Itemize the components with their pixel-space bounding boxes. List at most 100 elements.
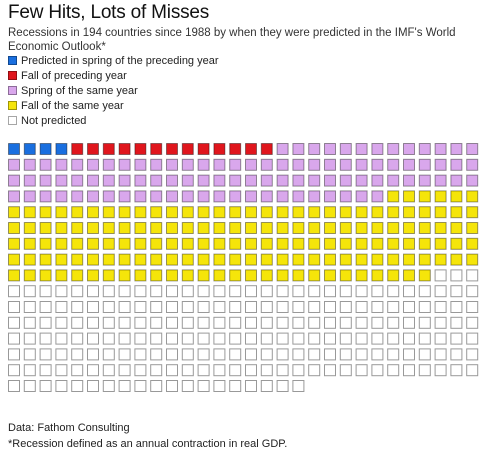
square-not-predicted bbox=[418, 301, 431, 313]
square-fall-same bbox=[418, 269, 431, 282]
square-fall-same bbox=[324, 269, 336, 282]
square-spring-same bbox=[403, 158, 415, 171]
square-fall-same bbox=[213, 269, 226, 282]
square-not-predicted bbox=[8, 316, 20, 329]
square-not-predicted bbox=[339, 348, 352, 361]
legend-item-fall-same: Fall of the same year bbox=[8, 98, 219, 113]
square-not-predicted bbox=[355, 364, 368, 377]
square-fall-preceding bbox=[213, 143, 226, 155]
square-spring-same bbox=[102, 158, 115, 171]
square-fall-same bbox=[166, 237, 178, 250]
square-fall-same bbox=[292, 206, 305, 219]
square-fall-same bbox=[166, 222, 178, 234]
square-fall-same bbox=[197, 222, 210, 234]
square-not-predicted bbox=[150, 364, 163, 377]
square-fall-same bbox=[339, 222, 352, 234]
square-not-predicted bbox=[418, 316, 431, 329]
square-not-predicted bbox=[292, 285, 305, 298]
square-not-predicted bbox=[339, 332, 352, 345]
square-fall-same bbox=[260, 222, 273, 234]
square-not-predicted bbox=[23, 348, 36, 361]
square-spring-same bbox=[292, 190, 305, 203]
square-not-predicted bbox=[229, 348, 242, 361]
square-not-predicted bbox=[181, 285, 194, 298]
square-fall-same bbox=[245, 237, 257, 250]
square-not-predicted bbox=[466, 285, 479, 298]
square-spring-same bbox=[229, 174, 242, 187]
square-spring-same bbox=[55, 158, 68, 171]
square-not-predicted bbox=[387, 348, 400, 361]
square-fall-same bbox=[260, 269, 273, 282]
square-fall-same bbox=[355, 222, 368, 234]
square-not-predicted bbox=[418, 364, 431, 377]
square-spring-same bbox=[118, 174, 131, 187]
square-spring-same bbox=[181, 158, 194, 171]
square-not-predicted bbox=[292, 316, 305, 329]
square-not-predicted bbox=[466, 364, 479, 377]
square-not-predicted bbox=[150, 316, 163, 329]
square-fall-same bbox=[355, 237, 368, 250]
square-not-predicted bbox=[213, 348, 226, 361]
square-not-predicted bbox=[403, 332, 415, 345]
square-fall-same bbox=[150, 269, 163, 282]
square-not-predicted bbox=[102, 364, 115, 377]
square-fall-preceding bbox=[181, 143, 194, 155]
square-fall-same bbox=[102, 269, 115, 282]
square-fall-same bbox=[308, 237, 321, 250]
square-fall-same bbox=[403, 269, 415, 282]
square-not-predicted bbox=[197, 285, 210, 298]
square-not-predicted bbox=[71, 348, 84, 361]
legend: Predicted in spring of the preceding yea… bbox=[8, 53, 219, 128]
square-fall-same bbox=[166, 206, 178, 219]
square-fall-same bbox=[245, 269, 257, 282]
square-not-predicted bbox=[450, 316, 463, 329]
square-not-predicted bbox=[102, 316, 115, 329]
square-spring-same bbox=[355, 190, 368, 203]
square-fall-same bbox=[387, 237, 400, 250]
square-spring-same bbox=[150, 190, 163, 203]
legend-swatch bbox=[8, 101, 17, 110]
square-fall-same bbox=[387, 269, 400, 282]
square-not-predicted bbox=[339, 285, 352, 298]
square-spring-same bbox=[418, 143, 431, 155]
square-fall-same bbox=[466, 206, 479, 219]
square-not-predicted bbox=[466, 348, 479, 361]
square-spring-same bbox=[308, 190, 321, 203]
square-not-predicted bbox=[339, 301, 352, 313]
square-spring-same bbox=[245, 158, 257, 171]
square-not-predicted bbox=[324, 364, 336, 377]
square-not-predicted bbox=[450, 269, 463, 282]
square-fall-same bbox=[39, 253, 52, 266]
square-fall-same bbox=[276, 253, 289, 266]
square-not-predicted bbox=[245, 348, 257, 361]
square-not-predicted bbox=[71, 364, 84, 377]
square-fall-same bbox=[150, 206, 163, 219]
square-not-predicted bbox=[403, 364, 415, 377]
square-fall-same bbox=[229, 206, 242, 219]
square-fall-same bbox=[197, 237, 210, 250]
square-spring-same bbox=[23, 158, 36, 171]
square-not-predicted bbox=[371, 332, 384, 345]
legend-label: Fall of the same year bbox=[21, 99, 124, 112]
square-not-predicted bbox=[308, 301, 321, 313]
square-not-predicted bbox=[55, 380, 68, 392]
legend-item-fall-preceding: Fall of preceding year bbox=[8, 68, 219, 83]
square-fall-same bbox=[55, 222, 68, 234]
square-not-predicted bbox=[450, 285, 463, 298]
square-spring-same bbox=[87, 190, 99, 203]
square-not-predicted bbox=[181, 316, 194, 329]
square-not-predicted bbox=[387, 332, 400, 345]
square-fall-same bbox=[355, 269, 368, 282]
square-fall-same bbox=[87, 206, 99, 219]
square-fall-same bbox=[71, 206, 84, 219]
square-not-predicted bbox=[260, 332, 273, 345]
square-spring-same bbox=[8, 190, 20, 203]
square-spring-same bbox=[324, 174, 336, 187]
square-not-predicted bbox=[403, 348, 415, 361]
square-not-predicted bbox=[8, 301, 20, 313]
square-not-predicted bbox=[245, 364, 257, 377]
square-not-predicted bbox=[23, 380, 36, 392]
square-not-predicted bbox=[339, 364, 352, 377]
square-fall-same bbox=[403, 253, 415, 266]
square-fall-same bbox=[260, 206, 273, 219]
